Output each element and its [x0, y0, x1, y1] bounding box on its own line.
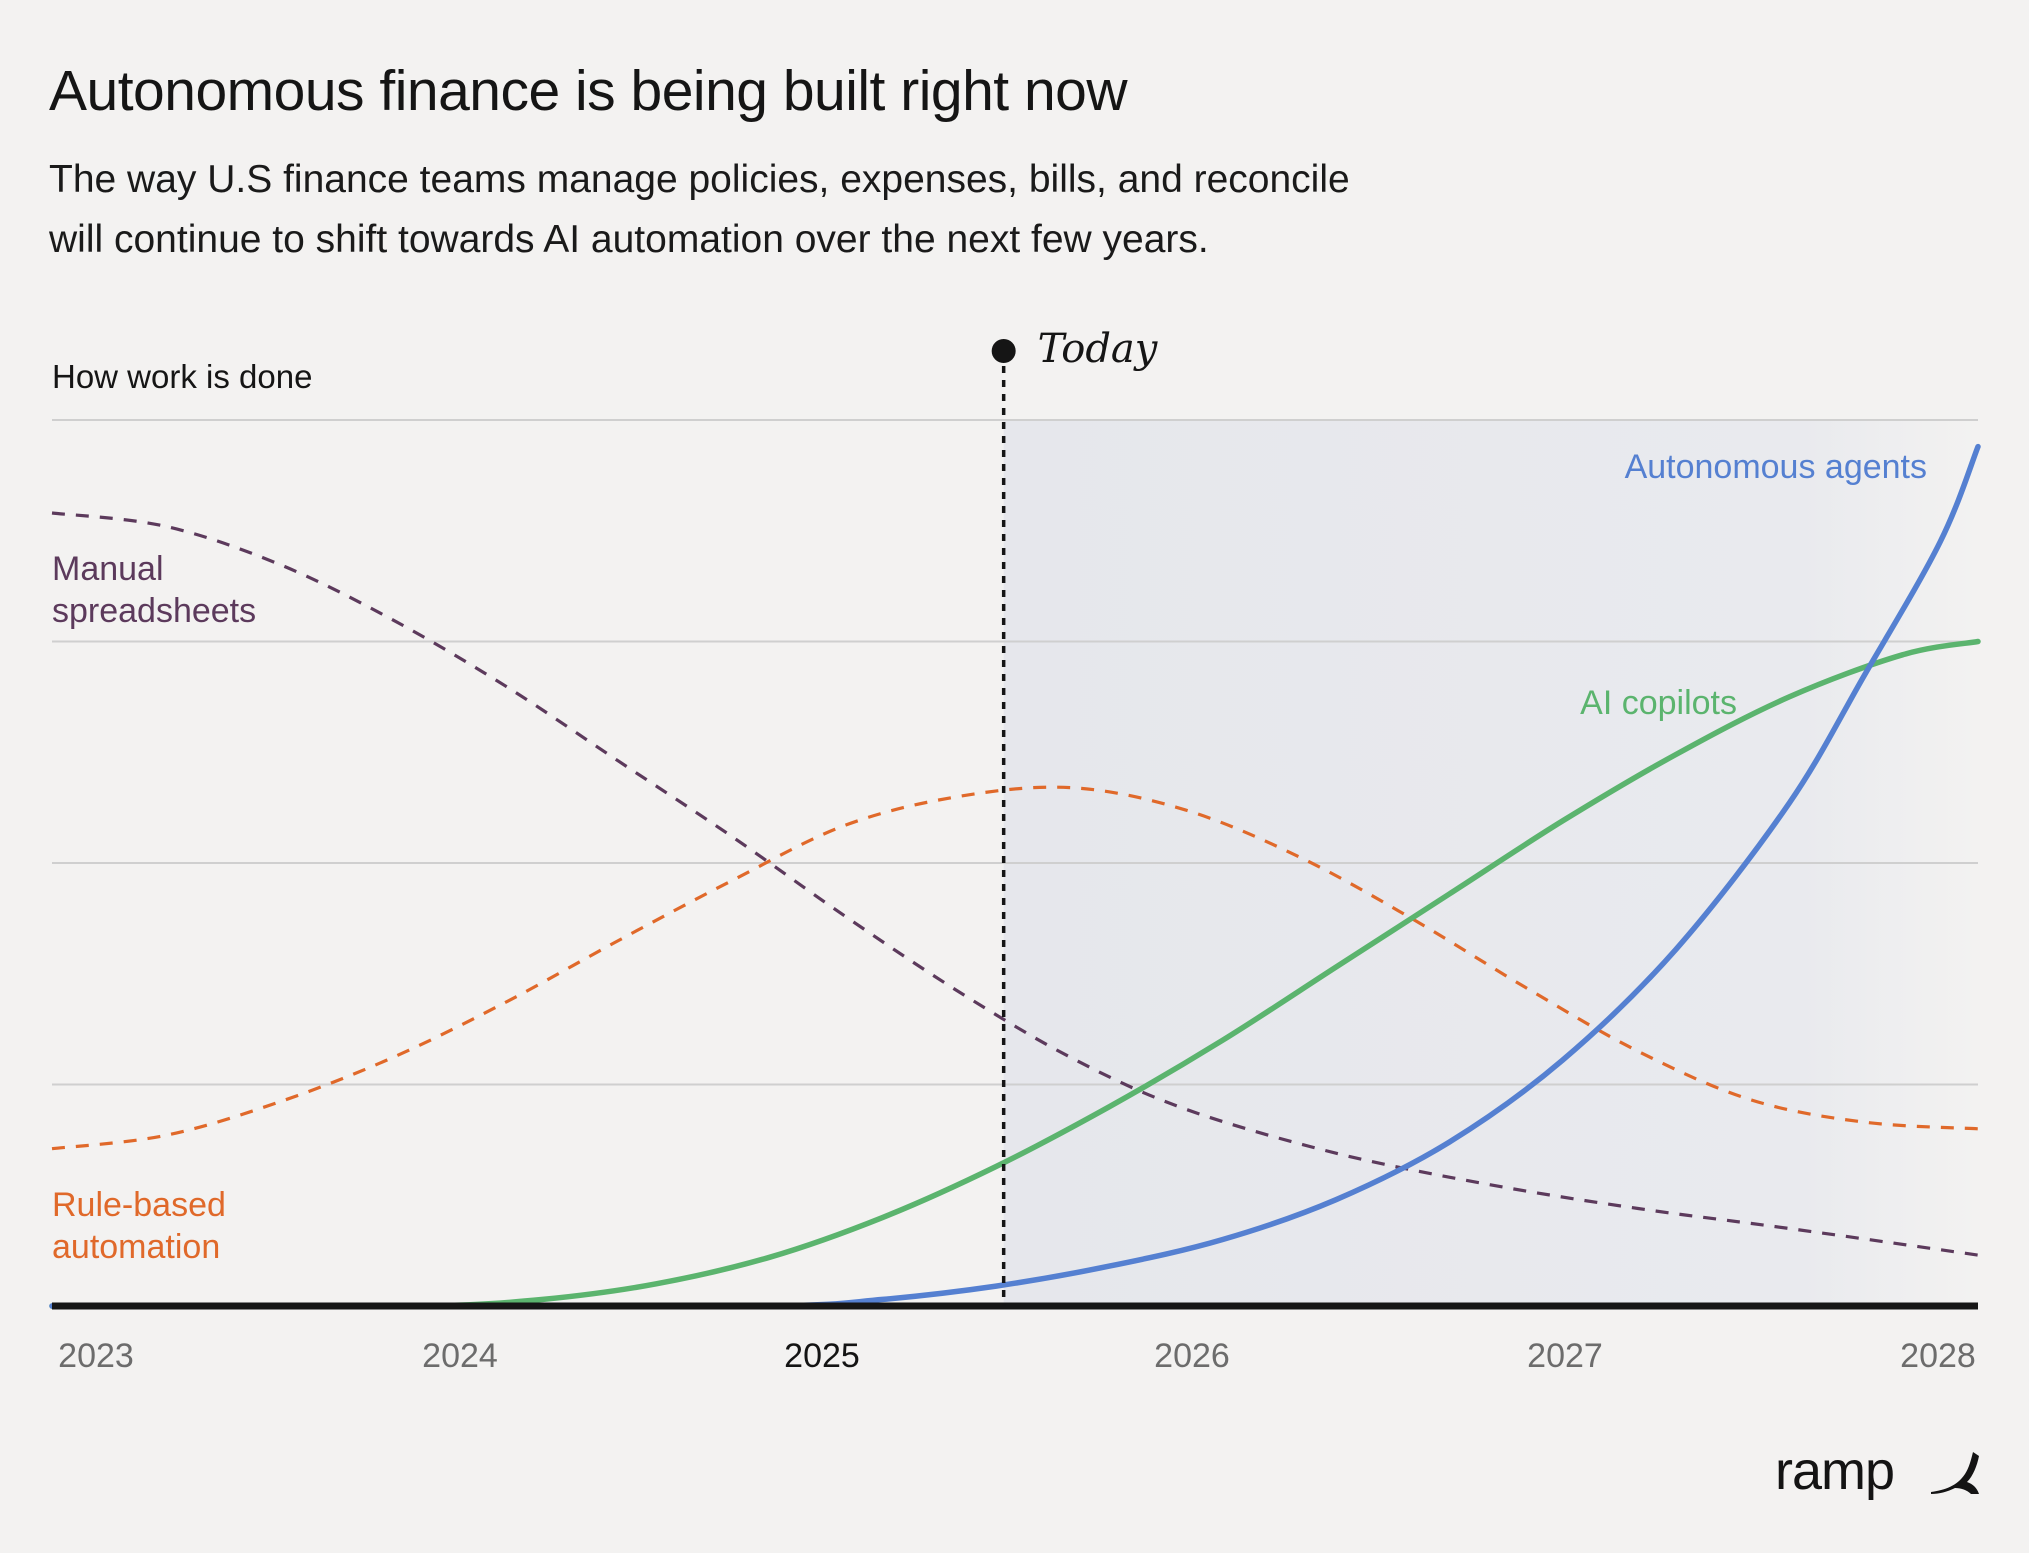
- ramp-wordmark: ramp: [1775, 1441, 1895, 1501]
- series-label-manual-spreadsheets: Manual: [52, 550, 164, 588]
- series-line-rule-based-automation: [51, 785, 1979, 1151]
- today-marker-dot: [991, 339, 1016, 363]
- x-tick-label: 2028: [1900, 1337, 1976, 1375]
- series-label-rule-based-automation: automation: [52, 1228, 220, 1266]
- chart-title: Autonomous finance is being built right …: [49, 59, 1128, 123]
- series-label-rule-based-automation: Rule-based: [52, 1186, 226, 1224]
- subtitle-line-1: The way U.S finance teams manage policie…: [49, 158, 1350, 201]
- x-tick-label: 2026: [1154, 1337, 1230, 1375]
- x-tick-label: 2027: [1527, 1337, 1603, 1375]
- series-label-ai-copilots: AI copilots: [1580, 684, 1737, 722]
- series-line-manual-spreadsheets: [51, 511, 1979, 1257]
- x-tick-label: 2024: [422, 1337, 498, 1375]
- chart-subtitle: The way U.S finance teams manage policie…: [49, 150, 1549, 270]
- series-label-manual-spreadsheets: spreadsheets: [52, 592, 256, 630]
- x-tick-label: 2023: [58, 1337, 134, 1375]
- ramp-swoosh-icon: [1931, 1452, 1979, 1494]
- series-label-autonomous-agents: Autonomous agents: [1625, 448, 1927, 486]
- subtitle-line-2: will continue to shift towards AI automa…: [49, 218, 1209, 261]
- x-tick-label: 2025: [784, 1337, 860, 1375]
- y-axis-label: How work is done: [52, 358, 312, 395]
- today-marker-label: Today: [1038, 326, 1159, 372]
